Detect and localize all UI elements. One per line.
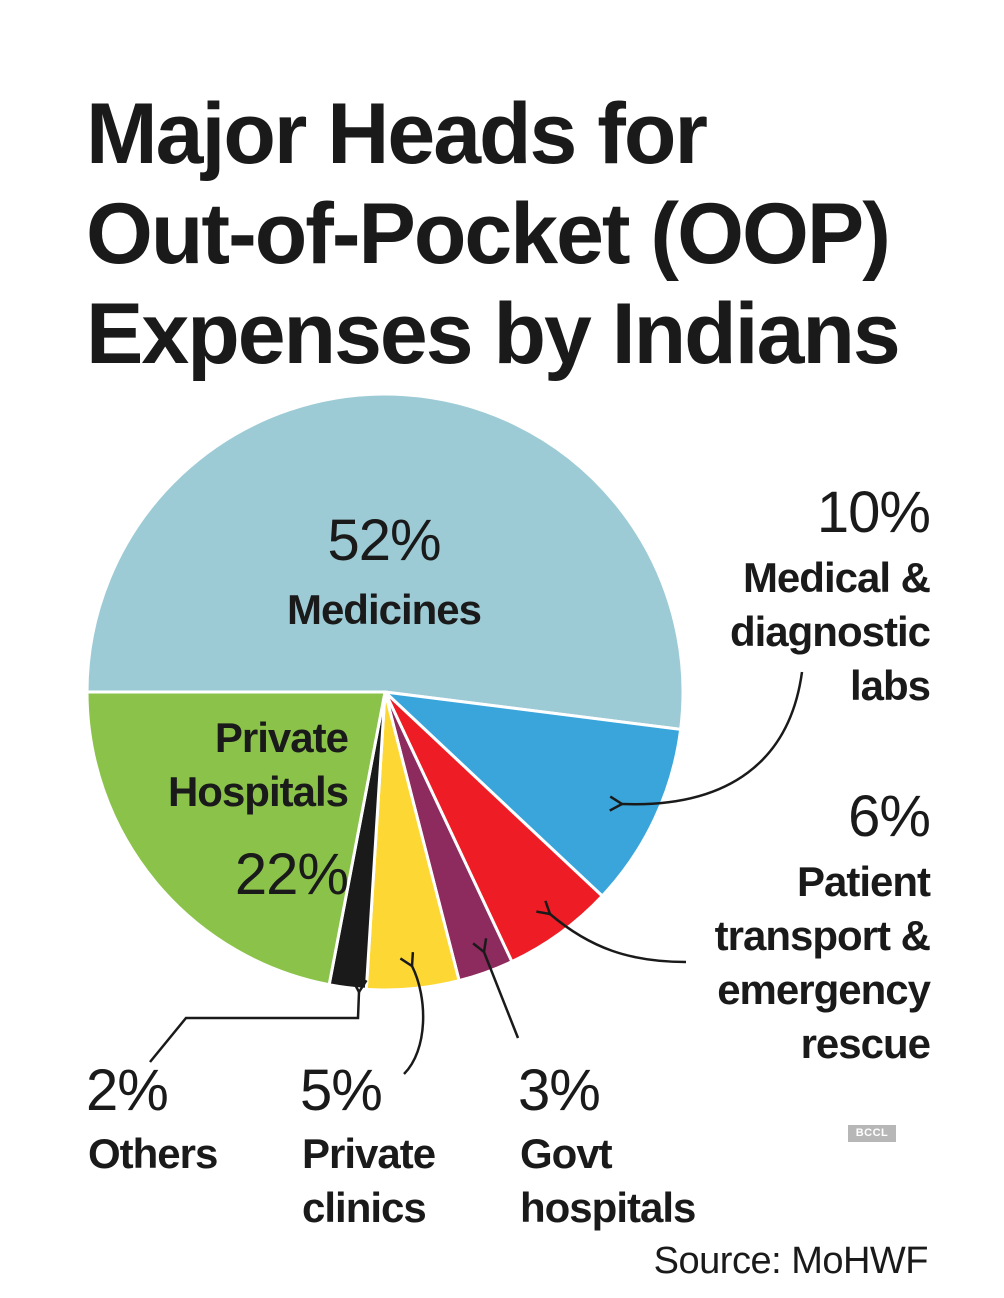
pct-label-medicines: 52% [327,508,440,573]
slice-label-private-hospitals-line-1: Private [215,714,348,761]
pie-slices [85,392,685,992]
slice-label-transport-line-2: transport & [715,912,931,959]
chart-title: Major Heads for Out-of-Pocket (OOP) Expe… [86,84,966,384]
slice-label-transport-line-4: rescue [801,1020,930,1067]
leader-line-others [149,992,359,1063]
leader-line-labs [622,671,804,804]
leader-lines [149,671,804,1075]
title-line-2: Out-of-Pocket (OOP) [86,186,891,282]
leader-line-clinics [404,966,425,1075]
pie-slice-labs [383,690,683,898]
pct-label-transport: 6% [848,784,930,849]
title-line-1: Major Heads for [86,86,708,182]
slice-label-clinics-line-2: clinics [302,1184,426,1231]
pct-label-govt: 3% [518,1058,600,1123]
slice-label-labs-line-2: diagnostic [730,608,931,655]
slice-label-govt-line-1: Govt [520,1130,613,1177]
pct-label-labs: 10% [817,480,930,545]
slice-label-labs-line-1: Medical & [743,554,931,601]
pie-slice-medicines [85,392,685,731]
slice-label-clinics-line-1: Private [302,1130,435,1177]
slice-label-others: Others [88,1130,217,1177]
slice-label-transport-line-3: emergency [717,966,931,1013]
title-line-3: Expenses by Indians [86,286,901,382]
pct-label-private-hospitals: 22% [235,842,348,907]
slice-label-labs-line-3: labs [850,662,930,709]
slice-label-govt-line-2: hospitals [520,1184,695,1231]
bccl-watermark: BCCL [848,1125,896,1142]
leader-line-govt [484,952,520,1039]
slice-label-transport-line-1: Patient [797,858,931,905]
pct-label-clinics: 5% [300,1058,382,1123]
pie-slice-private-hospitals [85,690,387,987]
slice-label-private-hospitals-line-2: Hospitals [168,768,348,815]
pct-label-others: 2% [86,1058,168,1123]
slice-label-medicines: Medicines [287,586,481,633]
source-note: Source: MoHWF [653,1240,929,1282]
leader-line-transport [550,914,687,964]
